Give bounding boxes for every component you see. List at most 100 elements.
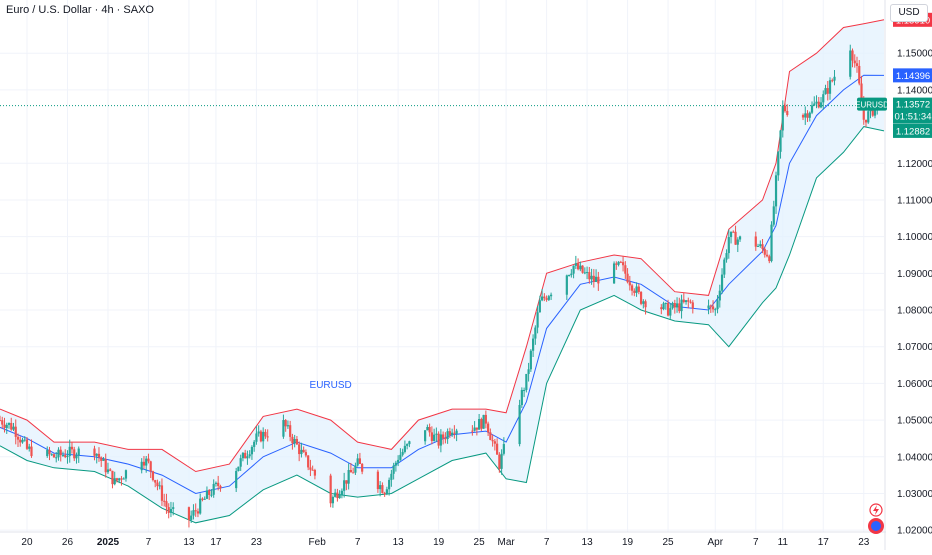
candle-body [529,350,532,370]
candle-body [361,463,364,472]
candle-body [122,478,125,480]
time-tick-label: 17 [818,537,830,548]
candle-body [768,256,771,262]
candle-body [124,470,128,479]
candle-body [858,65,861,84]
countdown-value: 01:51:34 [895,112,932,123]
candle-body [763,248,766,255]
candle-body [633,290,636,293]
candle-body [145,458,148,466]
time-tick-label: Apr [708,537,724,548]
candle-body [660,307,663,310]
time-tick-label: 11 [778,537,789,548]
candle-body [68,446,71,457]
candle-body [664,303,667,305]
candle-body [439,434,442,446]
candle-body [453,432,456,434]
toolbar-icons [868,503,884,534]
tradingview-logo-icon[interactable] [868,518,884,534]
price-tick-label: 1.03000 [897,489,932,500]
candle-body [235,470,238,489]
candle-body [259,431,263,442]
candle-body [534,327,537,339]
candle-body [849,50,852,77]
candle-body [394,462,397,466]
candle-body [813,103,816,106]
candle-body [142,461,146,466]
candle-body [738,236,742,240]
candle-body [48,450,51,455]
candle-body [689,301,692,303]
candle-body [446,431,449,440]
candle-body [100,457,103,461]
candle-body [624,265,627,274]
candle-body [754,236,757,247]
candle-body [329,475,332,504]
currency-button[interactable]: USD [890,4,928,22]
candle-body [111,470,114,485]
candle-body [666,303,670,316]
candle-body [777,151,780,176]
candle-body [597,276,600,284]
candle-body [154,480,157,483]
candle-body [635,286,638,293]
candle-body [574,263,577,266]
candle-body [725,253,728,260]
candle-body [565,275,568,295]
candle-body [817,101,820,108]
candle-body [392,465,395,474]
candle-body [867,111,870,123]
candle-body [592,275,595,283]
candle-body [707,305,710,309]
candle-body [430,432,433,441]
candle-body [241,452,245,459]
candle-body [356,458,359,466]
candle-body [451,432,454,436]
candle-body [379,485,382,490]
candle-body [480,419,483,429]
candle-body [783,105,787,111]
candle-body [642,301,645,304]
candle-body [770,224,773,262]
candle-body [523,389,526,391]
candle-body [257,431,260,434]
candle-body [786,110,789,115]
candle-body [612,263,616,284]
price-tag [893,123,932,138]
candle-body [115,478,119,481]
candle-body [864,119,868,123]
candle-body [401,451,404,455]
candle-body [819,102,823,108]
candle-body [151,471,155,481]
candle-body [199,498,202,514]
candle-body [388,479,391,490]
candle-body [810,105,814,113]
candle-body [761,244,764,249]
candle-body [478,419,481,430]
candle-body [826,88,829,94]
candle-body [617,261,620,265]
candle-body [734,231,737,245]
candle-body [10,422,13,430]
candle-body [291,436,294,444]
candle-body [262,431,265,442]
candle-body [448,431,451,436]
price-axis: 1.15000 1.14000 1.12000 1.11000 1.10000 1.090… [897,49,932,537]
symbol-title[interactable]: Euro / U.S. Dollar · 4h · SAXO [6,4,154,16]
series-annotation-label: EURUSD [310,380,352,391]
candle-body [399,454,402,460]
candle-body [172,507,175,509]
candle-body [190,515,193,520]
candle-body [354,465,357,473]
candle-body [192,510,195,516]
last-price-value: 1.13572 [896,100,930,111]
candle-body [219,485,222,489]
candle-body [570,273,573,276]
candle-body [482,414,485,429]
price-tick-label: 1.11000 [897,195,932,206]
lightning-icon[interactable] [869,503,883,517]
candle-body [345,480,348,484]
price-tick-label: 1.15000 [897,49,932,60]
